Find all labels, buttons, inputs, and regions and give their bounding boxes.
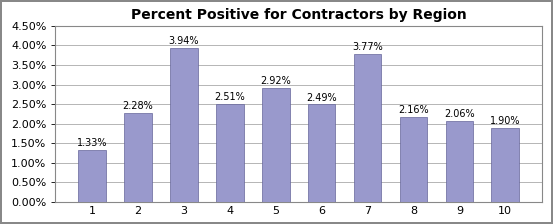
- Bar: [124, 113, 152, 202]
- Text: 2.16%: 2.16%: [398, 106, 429, 115]
- Text: 2.92%: 2.92%: [260, 76, 291, 86]
- Text: 2.06%: 2.06%: [444, 109, 474, 119]
- Bar: [308, 104, 336, 202]
- Bar: [170, 48, 198, 202]
- Text: 2.28%: 2.28%: [123, 101, 154, 111]
- Bar: [79, 150, 106, 202]
- Bar: [492, 128, 519, 202]
- Text: 1.90%: 1.90%: [490, 116, 520, 126]
- Bar: [262, 88, 290, 202]
- Text: 3.77%: 3.77%: [352, 42, 383, 52]
- Title: Percent Positive for Contractors by Region: Percent Positive for Contractors by Regi…: [131, 8, 467, 22]
- Bar: [400, 117, 427, 202]
- Bar: [216, 104, 244, 202]
- Bar: [354, 54, 382, 202]
- Bar: [446, 121, 473, 202]
- Text: 2.51%: 2.51%: [215, 92, 245, 102]
- Text: 2.49%: 2.49%: [306, 93, 337, 103]
- Text: 3.94%: 3.94%: [169, 36, 199, 46]
- Text: 1.33%: 1.33%: [77, 138, 107, 148]
